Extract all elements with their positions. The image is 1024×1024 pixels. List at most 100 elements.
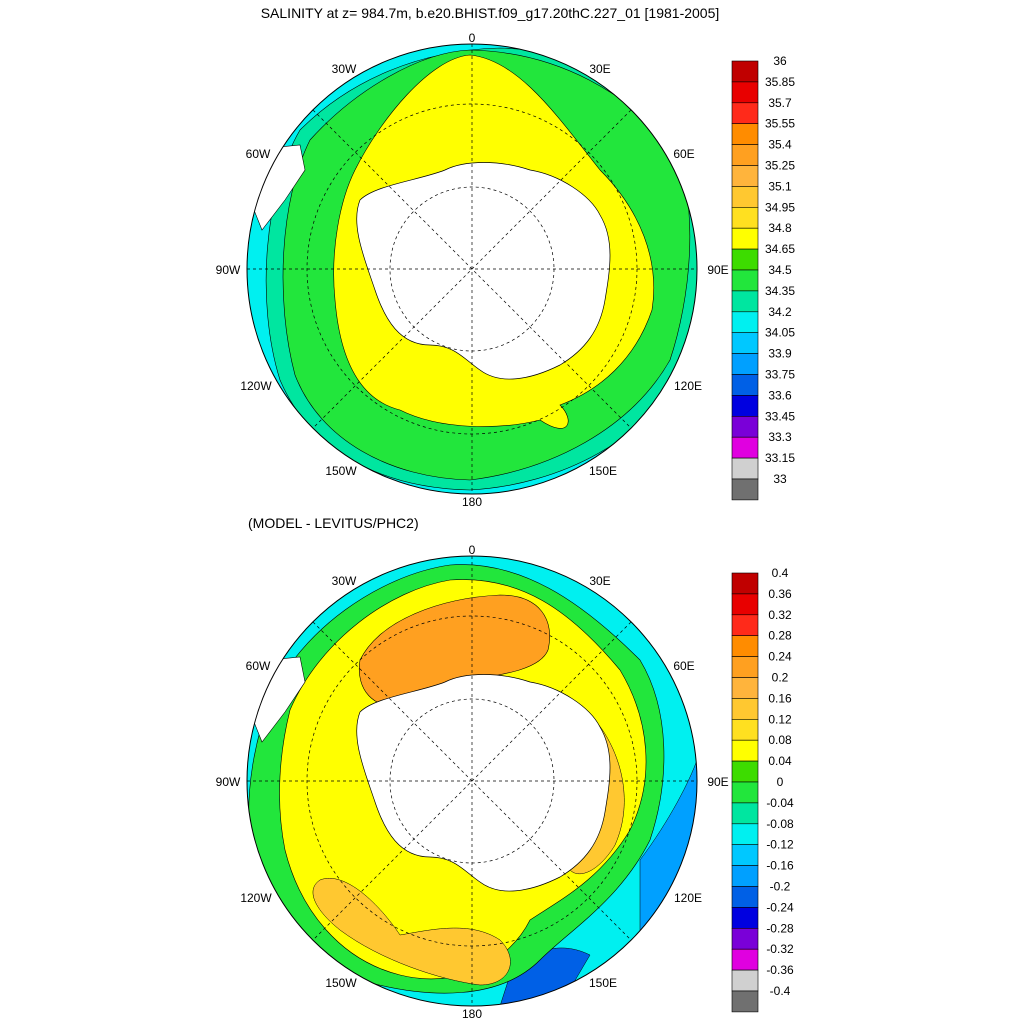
bottom-colorbar-swatch xyxy=(731,886,759,908)
top-colorbar-label: 35.25 xyxy=(765,159,795,173)
bottom-colorbar-label: 0.08 xyxy=(768,733,792,747)
bottom-colorbar-label: 0.32 xyxy=(768,608,792,622)
bottom-colorbar-label: 0.12 xyxy=(768,712,792,726)
bottom-colorbar-swatch xyxy=(731,760,759,783)
bottom-colorbar-swatch xyxy=(731,718,759,741)
top-colorbar-swatch xyxy=(731,332,759,354)
lon-label-30e-b: 30E xyxy=(589,574,610,588)
top-colorbar-swatch xyxy=(731,374,759,396)
bottom-colorbar-swatch xyxy=(731,907,759,929)
bottom-colorbar-swatch xyxy=(731,677,759,699)
top-colorbar-swatch xyxy=(731,248,759,271)
bottom-colorbar-swatch xyxy=(731,990,759,1013)
lon-label-90w: 90W xyxy=(216,263,241,277)
top-colorbar-label: 34.2 xyxy=(768,305,792,319)
lon-label-150e-b: 150E xyxy=(589,976,617,990)
lon-label-150w-b: 150W xyxy=(325,976,357,990)
lon-label-150e: 150E xyxy=(589,464,617,478)
top-colorbar-swatch xyxy=(731,186,759,208)
bottom-colorbar-label: -0.08 xyxy=(766,817,794,831)
top-colorbar-label: 33.15 xyxy=(765,451,795,465)
bottom-map xyxy=(247,556,697,1006)
bottom-colorbar-label: -0.4 xyxy=(770,984,791,998)
bottom-colorbar-swatch xyxy=(731,823,759,845)
bottom-colorbar-swatch xyxy=(731,781,759,804)
top-colorbar-label: 35.1 xyxy=(768,179,792,193)
bottom-colorbar-label: 0.36 xyxy=(768,587,792,601)
top-colorbar-swatch xyxy=(731,457,759,480)
top-colorbar-swatch xyxy=(731,227,759,250)
bottom-colorbar-swatch xyxy=(731,698,759,720)
top-colorbar-label: 35.85 xyxy=(765,75,795,89)
top-colorbar-swatch xyxy=(731,478,759,501)
bottom-colorbar-label: -0.24 xyxy=(766,900,794,914)
top-colorbar-label: 34.65 xyxy=(765,242,795,256)
bottom-colorbar-label: 0 xyxy=(777,775,784,789)
top-colorbar-label: 33.45 xyxy=(765,409,795,423)
top-colorbar-swatch xyxy=(731,353,759,375)
top-colorbar-label: 34.95 xyxy=(765,200,795,214)
top-colorbar-label: 34.5 xyxy=(768,263,792,277)
bottom-colorbar: 0.4 0.36 0.32 0.28 0.24 0.2 0.16 0.12 0.08 0.04 0 -… xyxy=(731,566,794,1013)
top-lon-labels: 0 30E 60E 90E 120E 150E 180 150W 120W 90… xyxy=(216,31,729,509)
bottom-colorbar-swatch xyxy=(731,927,759,950)
lon-label-180: 180 xyxy=(462,495,482,509)
top-colorbar-swatch xyxy=(731,436,759,459)
top-colorbar-swatch xyxy=(731,269,759,292)
lon-label-60e-b: 60E xyxy=(673,659,694,673)
top-colorbar-swatch xyxy=(731,60,759,83)
top-colorbar-label: 33.75 xyxy=(765,368,795,382)
lon-label-120e: 120E xyxy=(674,379,702,393)
lon-label-60e: 60E xyxy=(673,147,694,161)
bottom-field-orange-sw xyxy=(312,878,511,986)
top-colorbar-swatch xyxy=(731,395,759,417)
lon-label-120e-b: 120E xyxy=(674,891,702,905)
bottom-lon-labels: 0 30E 60E 90E 120E 150E 180 150W 120W 90… xyxy=(216,543,729,1021)
bottom-panel: (MODEL - LEVITUS/PHC2) 0 30E 60E 90E xyxy=(216,515,794,1021)
bottom-colorbar-swatch xyxy=(731,844,759,866)
lon-label-30e: 30E xyxy=(589,62,610,76)
bottom-colorbar-label: -0.2 xyxy=(770,880,791,894)
lon-label-90w-b: 90W xyxy=(216,775,241,789)
bottom-colorbar-label: 0.4 xyxy=(772,566,789,580)
lon-label-180-b: 180 xyxy=(462,1007,482,1021)
bottom-colorbar-swatch xyxy=(731,739,759,762)
bottom-colorbar-label: -0.12 xyxy=(766,838,794,852)
top-colorbar-swatch xyxy=(731,415,759,438)
top-colorbar-swatch xyxy=(731,165,759,187)
bottom-colorbar-swatch xyxy=(731,593,759,616)
top-colorbar: 36 35.85 35.7 35.55 35.4 35.25 35.1 34.95 34.8 34… xyxy=(731,54,795,501)
bottom-colorbar-label: -0.32 xyxy=(766,942,794,956)
bottom-title: (MODEL - LEVITUS/PHC2) xyxy=(248,515,419,531)
lon-label-0-b: 0 xyxy=(469,543,476,557)
lon-label-150w: 150W xyxy=(325,464,357,478)
lon-label-90e-b: 90E xyxy=(707,775,728,789)
top-colorbar-label: 34.05 xyxy=(765,326,795,340)
bottom-colorbar-label: -0.16 xyxy=(766,859,794,873)
top-colorbar-swatch xyxy=(731,207,759,229)
top-title: SALINITY at z= 984.7m, b.e20.BHIST.f09_g… xyxy=(261,5,720,21)
top-panel: SALINITY at z= 984.7m, b.e20.BHIST.f09_g… xyxy=(216,5,796,509)
bottom-colorbar-label: -0.28 xyxy=(766,921,794,935)
lon-label-120w-b: 120W xyxy=(240,891,272,905)
lon-label-0: 0 xyxy=(469,31,476,45)
lon-label-120w: 120W xyxy=(240,379,272,393)
bottom-colorbar-label: -0.04 xyxy=(766,796,794,810)
bottom-colorbar-label: 0.2 xyxy=(772,671,789,685)
top-colorbar-label: 33 xyxy=(773,472,787,486)
top-colorbar-label: 35.7 xyxy=(768,96,792,110)
top-colorbar-label: 33.3 xyxy=(768,430,792,444)
bottom-colorbar-swatch xyxy=(731,635,759,657)
top-colorbar-swatch xyxy=(731,123,759,145)
bottom-colorbar-swatch xyxy=(731,969,759,992)
top-colorbar-swatch xyxy=(731,81,759,104)
bottom-colorbar-swatch xyxy=(731,572,759,595)
bottom-colorbar-label: 0.28 xyxy=(768,629,792,643)
bottom-colorbar-swatch xyxy=(731,614,759,636)
top-map xyxy=(247,44,697,494)
top-colorbar-label: 33.6 xyxy=(768,388,792,402)
bottom-colorbar-label: 0.24 xyxy=(768,650,792,664)
top-colorbar-label: 36 xyxy=(773,54,787,68)
top-colorbar-label: 34.35 xyxy=(765,284,795,298)
